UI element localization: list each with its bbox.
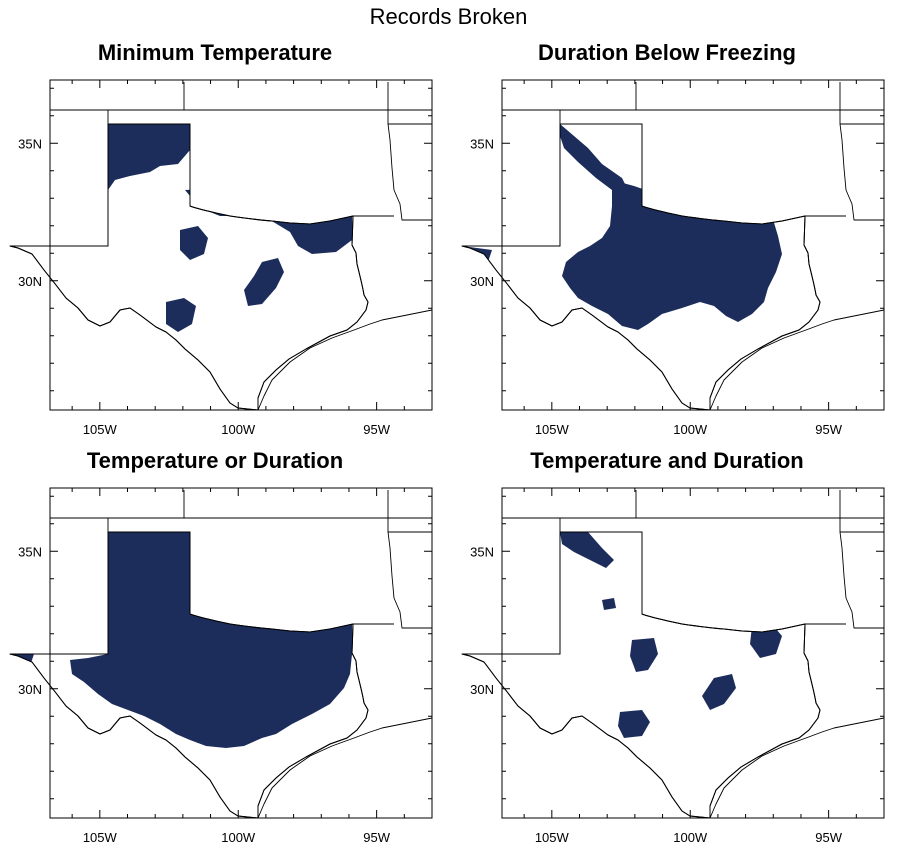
lat-tick-label: 30N bbox=[470, 274, 494, 289]
map-panel-duration-below-freezing: 105W 100W 95W 35N 30N Duration Below Freezing bbox=[452, 40, 885, 437]
map-figure: 105W 100W 95W 35N 30N bbox=[461, 487, 885, 845]
panel-title: Temperature and Duration bbox=[530, 448, 804, 473]
lon-tick-label: 100W bbox=[673, 830, 708, 845]
lat-tick-label: 35N bbox=[470, 136, 494, 151]
map-figure: 105W 100W 95W 35N 30N bbox=[9, 487, 433, 845]
coastline bbox=[709, 309, 885, 411]
lat-tick-label: 30N bbox=[18, 274, 42, 289]
lat-tick-label: 30N bbox=[18, 682, 42, 697]
panel-title: Minimum Temperature bbox=[97, 40, 333, 65]
map-frame bbox=[501, 487, 885, 819]
map-panel-min-temperature: 105W 100W 95W 35N 30N Minimum Temperature bbox=[0, 40, 433, 437]
lat-tick-label: 30N bbox=[470, 682, 494, 697]
boundary-line bbox=[839, 531, 884, 629]
record-region bbox=[602, 598, 616, 610]
record-region bbox=[244, 258, 284, 306]
boundary-line bbox=[839, 123, 884, 221]
lon-tick-label: 100W bbox=[221, 422, 256, 437]
lat-tick-label: 35N bbox=[470, 544, 494, 559]
lon-tick-label: 95W bbox=[815, 830, 842, 845]
map-frame bbox=[49, 79, 433, 411]
lon-tick-label: 95W bbox=[815, 422, 842, 437]
boundary-line bbox=[387, 123, 432, 221]
coastline bbox=[709, 717, 885, 819]
lon-tick-label: 100W bbox=[673, 422, 708, 437]
record-region bbox=[70, 532, 352, 748]
lon-tick-label: 105W bbox=[535, 830, 570, 845]
map-panel-temperature-and-duration: 105W 100W 95W 35N 30N Temperature and Duratio… bbox=[452, 448, 885, 845]
map-panel-temperature-or-duration: 105W 100W 95W 35N 30N Temperature or Duration bbox=[0, 448, 433, 845]
lon-tick-label: 105W bbox=[535, 422, 570, 437]
panel-title: Duration Below Freezing bbox=[538, 40, 796, 65]
lon-tick-label: 100W bbox=[221, 830, 256, 845]
record-region bbox=[702, 674, 736, 710]
record-region bbox=[166, 298, 196, 332]
texas-outline bbox=[9, 123, 369, 411]
record-region bbox=[560, 124, 628, 190]
map-figure: 105W 100W 95W 35N 30N bbox=[9, 79, 433, 437]
record-region bbox=[10, 654, 34, 666]
record-region bbox=[630, 638, 658, 672]
lat-tick-label: 35N bbox=[18, 136, 42, 151]
boundary-line bbox=[387, 531, 432, 629]
map-figure: 105W 100W 95W 35N 30N bbox=[461, 79, 885, 437]
record-region bbox=[560, 532, 614, 568]
record-region bbox=[108, 124, 190, 190]
lon-tick-label: 95W bbox=[363, 422, 390, 437]
lon-tick-label: 105W bbox=[83, 422, 118, 437]
panel-title: Temperature or Duration bbox=[86, 448, 344, 473]
record-region bbox=[180, 226, 208, 260]
coastline bbox=[257, 717, 433, 819]
record-region bbox=[618, 710, 650, 738]
records-shading bbox=[10, 532, 352, 748]
lon-tick-label: 95W bbox=[363, 830, 390, 845]
lat-tick-label: 35N bbox=[18, 544, 42, 559]
map-frame bbox=[501, 79, 885, 411]
texas-outline bbox=[461, 531, 821, 819]
lon-tick-label: 105W bbox=[83, 830, 118, 845]
coastline bbox=[257, 309, 433, 411]
figure-title: Records Broken bbox=[369, 4, 528, 29]
map-frame bbox=[49, 487, 433, 819]
